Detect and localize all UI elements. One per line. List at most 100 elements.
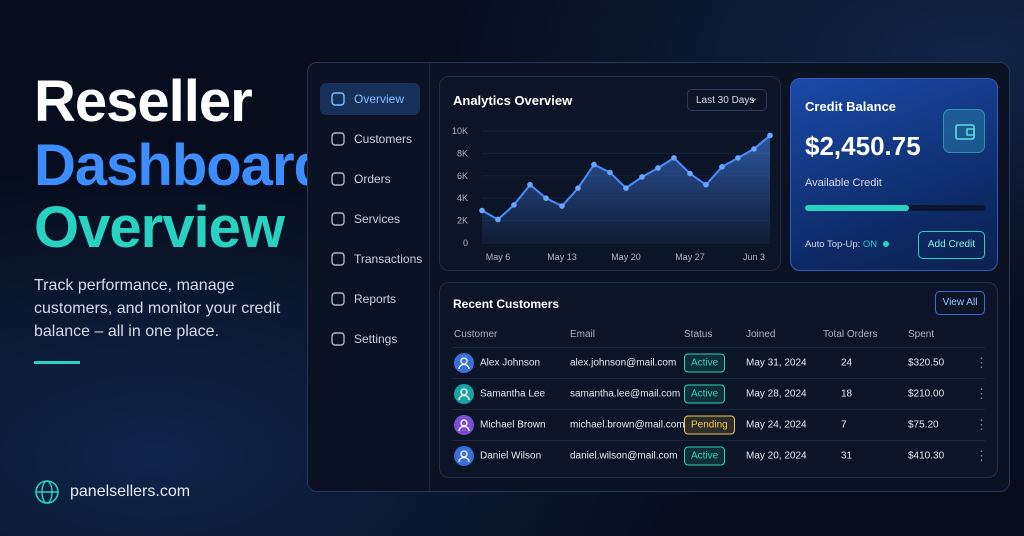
avatar-head (460, 357, 468, 365)
avatar (454, 384, 474, 404)
total-orders: 7 (841, 419, 847, 431)
y-tick-label: 6K (457, 171, 468, 181)
status-badge: Active (684, 384, 726, 404)
progress-track (805, 205, 985, 211)
avatar-icon (458, 388, 470, 401)
nav-icon-shape (331, 292, 345, 306)
column-header: Joined (746, 329, 776, 340)
avatar-body (458, 394, 470, 401)
row-menu[interactable]: ⋮ (975, 417, 988, 432)
customer-email: michael.brown@mail.com (570, 419, 685, 431)
avatar (454, 446, 474, 466)
nav-icon (331, 292, 345, 306)
sidebar-divider (429, 63, 430, 493)
avatar-head (460, 388, 468, 396)
auto-topup: Auto Top-Up: ON (805, 239, 889, 250)
customer-name: Michael Brown (480, 419, 546, 431)
total-orders: 24 (841, 357, 853, 369)
nav-label: Settings (354, 332, 398, 346)
chart-title: Analytics Overview (453, 93, 573, 108)
customer-name: Samantha Lee (480, 388, 546, 400)
hero-description: Track performance, manage customers, and… (34, 277, 281, 340)
nav-label: Overview (354, 92, 405, 106)
avatar-icon (458, 419, 470, 432)
row-divider (452, 440, 985, 441)
spent: $210.00 (908, 388, 945, 400)
range-select[interactable]: Last 30 Days ⌄ (687, 89, 767, 111)
add-credit-button[interactable]: Add Credit (918, 231, 985, 259)
auto-topup-value: ON (862, 239, 878, 250)
point (623, 185, 629, 191)
column-header: Total Orders (823, 329, 878, 340)
point (543, 195, 549, 201)
spent: $75.20 (908, 419, 939, 431)
view-all-button[interactable]: View All (935, 291, 985, 315)
column-header: Status (684, 329, 713, 340)
row-divider (452, 409, 985, 410)
column-header: Spent (908, 329, 935, 340)
row-menu[interactable]: ⋮ (975, 355, 988, 370)
point (639, 174, 645, 180)
credit-amount: $2,450.75 (805, 131, 921, 161)
nav-item[interactable]: Customers (320, 123, 420, 155)
nav-item[interactable]: Reports (320, 283, 420, 315)
row-menu[interactable]: ⋮ (975, 448, 988, 463)
customer-email: alex.johnson@mail.com (570, 357, 677, 369)
nav-label: Customers (354, 132, 413, 146)
joined-date: May 20, 2024 (746, 450, 807, 462)
status-badge: Active (684, 446, 726, 466)
globe-icon (35, 480, 59, 504)
nav-icon (331, 132, 345, 146)
nav-item[interactable]: Services (320, 203, 420, 235)
avatar-body (458, 363, 470, 370)
auto-topup-label: Auto Top-Up: (805, 239, 861, 250)
nav-item[interactable]: Orders (320, 163, 420, 195)
total-orders: 18 (841, 388, 853, 400)
point (735, 155, 741, 161)
wallet-icon (943, 109, 985, 153)
nav-icon (331, 92, 345, 106)
row-divider (452, 378, 985, 379)
nav-icon-shape (331, 212, 345, 226)
nav-item[interactable]: Settings (320, 323, 420, 355)
x-tick-label: May 20 (611, 252, 641, 262)
nav-label: Orders (354, 172, 391, 186)
point (559, 203, 565, 209)
nav-label: Transactions (354, 252, 423, 266)
joined-date: May 24, 2024 (746, 419, 807, 431)
website: panelsellers.com (70, 483, 191, 500)
progress-bar (805, 205, 910, 211)
point (527, 181, 533, 188)
point (575, 185, 581, 191)
y-tick-label: 0 (463, 238, 468, 248)
nav-label: Services (354, 212, 401, 226)
row-menu[interactable]: ⋮ (975, 386, 988, 401)
spent: $410.30 (908, 450, 945, 462)
joined-date: May 28, 2024 (746, 388, 807, 400)
divider (34, 361, 80, 364)
point (511, 202, 517, 208)
point (687, 170, 693, 177)
point (703, 181, 709, 188)
nav-icon (331, 172, 345, 186)
avatar-head (460, 419, 468, 427)
y-tick-label: 4K (457, 193, 468, 203)
x-tick-label: May 27 (675, 252, 705, 262)
nav-icon (331, 212, 345, 226)
nav-icon-shape (331, 172, 345, 186)
avatar-body (458, 425, 470, 432)
nav-item[interactable]: Transactions (320, 243, 423, 275)
hero-title: Dashboard (34, 133, 329, 198)
point (591, 161, 597, 168)
customer-email: daniel.wilson@mail.com (570, 450, 678, 462)
hero-title: Reseller (34, 69, 253, 134)
nav-icon (331, 332, 345, 346)
row-divider (452, 347, 985, 348)
avatar-icon (458, 357, 470, 370)
x-tick-label: May 13 (547, 252, 577, 262)
nav-item[interactable]: Overview (320, 83, 420, 115)
nav-label: Reports (354, 292, 397, 306)
x-tick-label: May 6 (486, 252, 511, 262)
total-orders: 31 (841, 450, 853, 462)
